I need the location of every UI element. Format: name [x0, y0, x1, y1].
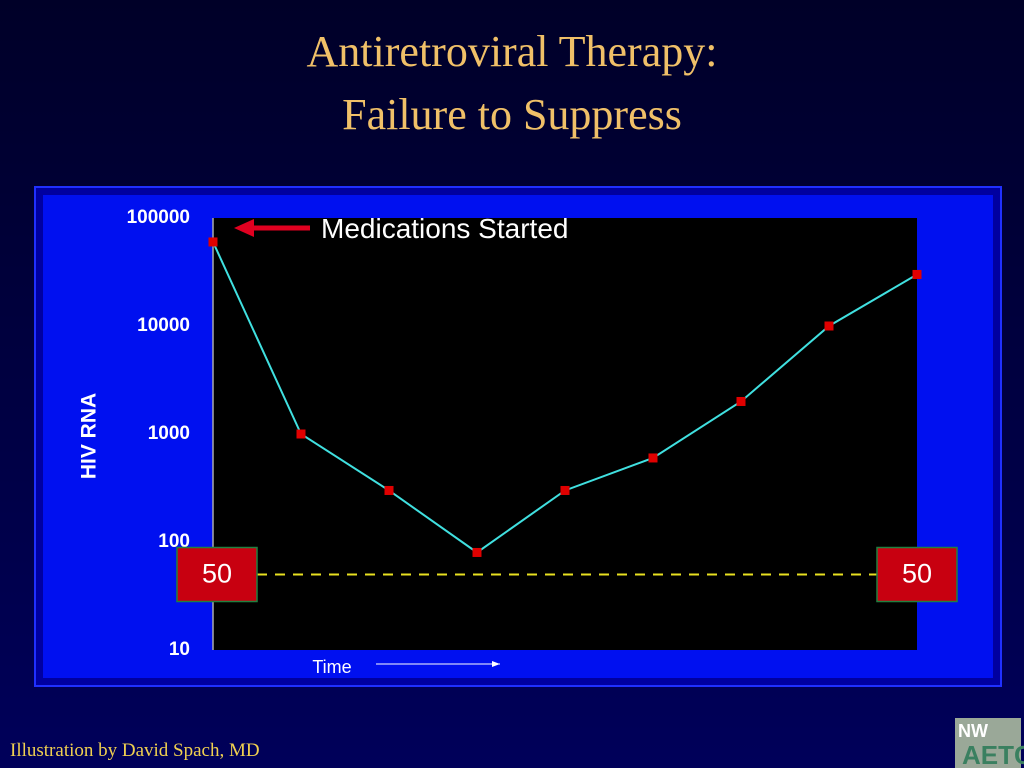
- data-marker: [472, 547, 482, 557]
- data-marker: [648, 453, 658, 463]
- data-marker: [736, 396, 746, 406]
- logo-bottom: AETC: [962, 740, 1024, 768]
- data-marker: [824, 321, 834, 331]
- y-tick-label: 100000: [127, 207, 190, 228]
- plot-area: [213, 218, 917, 650]
- data-marker: [384, 485, 394, 495]
- data-marker: [208, 237, 218, 247]
- x-arrow-head: [492, 661, 500, 667]
- reference-label: 50: [202, 559, 232, 589]
- data-marker: [296, 429, 306, 439]
- y-axis-label: HIV RNA: [78, 393, 101, 479]
- reference-box: [176, 546, 258, 603]
- footer: Illustration by David Spach, MD: [10, 740, 260, 761]
- data-marker: [912, 269, 922, 279]
- logo-top: NW: [958, 721, 988, 741]
- logo-box: [955, 718, 1021, 768]
- data-marker: [560, 485, 570, 495]
- annotation-arrow-head: [234, 219, 254, 237]
- annotation: Medications Started: [321, 213, 568, 244]
- title: Antiretroviral Therapy:: [307, 27, 718, 76]
- y-tick-label: 10: [169, 639, 190, 660]
- subtitle: Failure to Suppress: [342, 90, 682, 139]
- x-axis-label: Time: [312, 657, 351, 677]
- reference-box: [876, 546, 958, 603]
- reference-label: 50: [902, 559, 932, 589]
- y-tick-label: 10000: [137, 315, 190, 336]
- y-tick-label: 1000: [148, 423, 190, 444]
